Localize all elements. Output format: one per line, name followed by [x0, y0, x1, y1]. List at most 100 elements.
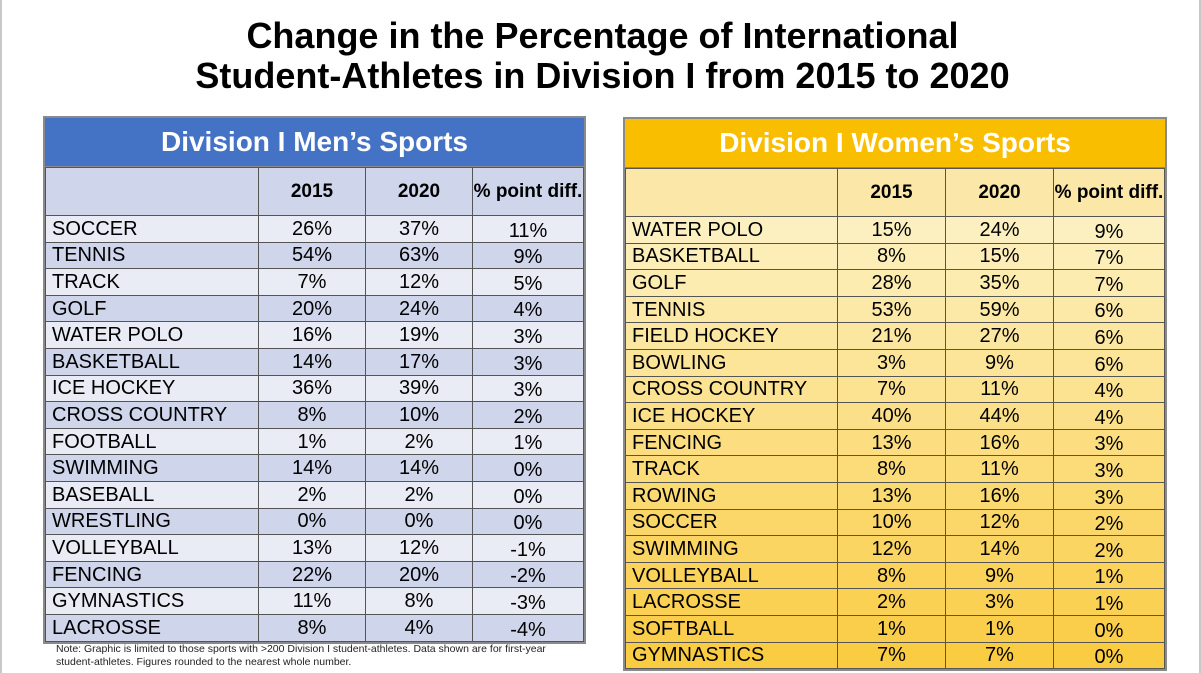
womens-value-2015-cell: 40%	[837, 402, 946, 430]
mens-row: FOOTBALL 1% 2% 1%	[45, 427, 584, 456]
womens-header-sport	[625, 168, 838, 217]
mens-sport-cell: BASKETBALL	[45, 347, 259, 376]
page-title: Change in the Percentage of Internationa…	[2, 16, 1201, 96]
mens-sport-cell: TENNIS	[45, 241, 259, 270]
womens-point-diff-cell: 2%	[1053, 535, 1165, 563]
mens-value-2015-cell: 13%	[258, 534, 366, 562]
womens-value-2020-cell: 11%	[945, 375, 1054, 404]
mens-value-2020-cell: 8%	[365, 587, 473, 615]
mens-point-diff-cell: 1%	[472, 427, 584, 456]
womens-row: SWIMMING 12% 14% 2%	[625, 535, 1165, 563]
mens-value-2015-cell: 2%	[258, 480, 366, 509]
mens-row: TENNIS 54% 63% 9%	[45, 241, 584, 270]
womens-row: BASKETBALL 8% 15% 7%	[625, 242, 1165, 271]
mens-sport-cell: WATER POLO	[45, 321, 259, 349]
womens-point-diff-cell: 0%	[1053, 641, 1165, 670]
mens-value-2015-cell: 16%	[258, 321, 366, 349]
womens-row: SOCCER 10% 12% 2%	[625, 508, 1165, 537]
womens-sport-cell: WATER POLO	[625, 216, 838, 244]
womens-value-2015-cell: 8%	[837, 455, 946, 483]
womens-row: TRACK 8% 11% 3%	[625, 455, 1165, 483]
womens-panel-title: Division I Women’s Sports	[625, 119, 1165, 168]
mens-point-diff-cell: -3%	[472, 587, 584, 615]
mens-row: CROSS COUNTRY 8% 10% 2%	[45, 401, 584, 429]
womens-value-2020-cell: 14%	[945, 535, 1054, 563]
womens-point-diff-cell: 4%	[1053, 402, 1165, 430]
womens-row: FENCING 13% 16% 3%	[625, 428, 1165, 457]
mens-value-2020-cell: 4%	[365, 613, 473, 642]
mens-value-2020-cell: 19%	[365, 321, 473, 349]
mens-point-diff-cell: -1%	[472, 534, 584, 562]
mens-row: GYMNASTICS 11% 8% -3%	[45, 587, 584, 615]
mens-value-2020-cell: 0%	[365, 507, 473, 536]
womens-row: GYMNASTICS 7% 7% 0%	[625, 641, 1165, 670]
womens-row: LACROSSE 2% 3% 1%	[625, 588, 1165, 616]
womens-value-2020-cell: 16%	[945, 428, 1054, 457]
mens-row: WRESTLING 0% 0% 0%	[45, 507, 584, 536]
womens-sport-cell: BOWLING	[625, 348, 838, 377]
mens-row: SWIMMING 14% 14% 0%	[45, 454, 584, 482]
mens-header-2015: 2015	[258, 167, 366, 216]
mens-point-diff-cell: 3%	[472, 374, 584, 403]
mens-value-2020-cell: 10%	[365, 401, 473, 429]
mens-value-2015-cell: 26%	[258, 215, 366, 243]
mens-value-2015-cell: 22%	[258, 560, 366, 589]
womens-row: VOLLEYBALL 8% 9% 1%	[625, 561, 1165, 590]
womens-value-2015-cell: 21%	[837, 322, 946, 350]
womens-row: TENNIS 53% 59% 6%	[625, 295, 1165, 324]
womens-sport-cell: TENNIS	[625, 295, 838, 324]
womens-value-2020-cell: 9%	[945, 561, 1054, 590]
mens-header-sport	[45, 167, 259, 216]
mens-value-2020-cell: 12%	[365, 534, 473, 562]
womens-point-diff-cell: 6%	[1053, 295, 1165, 324]
mens-row: SOCCER 26% 37% 11%	[45, 215, 584, 243]
mens-sport-cell: GOLF	[45, 294, 259, 323]
womens-value-2020-cell: 3%	[945, 588, 1054, 616]
womens-sport-cell: FIELD HOCKEY	[625, 322, 838, 350]
mens-value-2015-cell: 7%	[258, 268, 366, 296]
womens-value-2015-cell: 13%	[837, 428, 946, 457]
mens-row: GOLF 20% 24% 4%	[45, 294, 584, 323]
womens-value-2015-cell: 7%	[837, 641, 946, 670]
womens-sport-cell: SOCCER	[625, 508, 838, 537]
womens-point-diff-cell: 3%	[1053, 428, 1165, 457]
womens-row: ICE HOCKEY 40% 44% 4%	[625, 402, 1165, 430]
mens-value-2015-cell: 8%	[258, 401, 366, 429]
womens-value-2020-cell: 9%	[945, 348, 1054, 377]
title-line-1: Change in the Percentage of Internationa…	[246, 15, 959, 56]
womens-sport-cell: BASKETBALL	[625, 242, 838, 271]
womens-header-row: 2015 2020 % point diff.	[625, 168, 1165, 217]
mens-value-2015-cell: 8%	[258, 613, 366, 642]
womens-row: BOWLING 3% 9% 6%	[625, 348, 1165, 377]
womens-row: FIELD HOCKEY 21% 27% 6%	[625, 322, 1165, 350]
womens-point-diff-cell: 1%	[1053, 588, 1165, 616]
womens-value-2015-cell: 7%	[837, 375, 946, 404]
mens-row: LACROSSE 8% 4% -4%	[45, 613, 584, 642]
mens-header-row: 2015 2020 % point diff.	[45, 167, 584, 216]
mens-sport-cell: TRACK	[45, 268, 259, 296]
womens-point-diff-cell: 9%	[1053, 216, 1165, 244]
mens-sport-cell: BASEBALL	[45, 480, 259, 509]
mens-point-diff-cell: 2%	[472, 401, 584, 429]
womens-value-2020-cell: 44%	[945, 402, 1054, 430]
mens-value-2020-cell: 24%	[365, 294, 473, 323]
womens-header-2015: 2015	[837, 168, 946, 217]
womens-sport-cell: GOLF	[625, 269, 838, 297]
mens-value-2020-cell: 20%	[365, 560, 473, 589]
title-line-2: Student-Athletes in Division I from 2015…	[195, 55, 1010, 96]
mens-row: ICE HOCKEY 36% 39% 3%	[45, 374, 584, 403]
mens-sport-cell: SOCCER	[45, 215, 259, 243]
womens-point-diff-cell: 6%	[1053, 348, 1165, 377]
mens-point-diff-cell: 0%	[472, 507, 584, 536]
mens-value-2015-cell: 0%	[258, 507, 366, 536]
mens-row: BASKETBALL 14% 17% 3%	[45, 347, 584, 376]
mens-value-2020-cell: 2%	[365, 427, 473, 456]
womens-point-diff-cell: 7%	[1053, 269, 1165, 297]
womens-value-2020-cell: 16%	[945, 481, 1054, 510]
mens-sport-cell: CROSS COUNTRY	[45, 401, 259, 429]
womens-sport-cell: FENCING	[625, 428, 838, 457]
mens-sport-cell: GYMNASTICS	[45, 587, 259, 615]
womens-value-2020-cell: 1%	[945, 614, 1054, 643]
mens-value-2015-cell: 14%	[258, 347, 366, 376]
womens-value-2020-cell: 27%	[945, 322, 1054, 350]
